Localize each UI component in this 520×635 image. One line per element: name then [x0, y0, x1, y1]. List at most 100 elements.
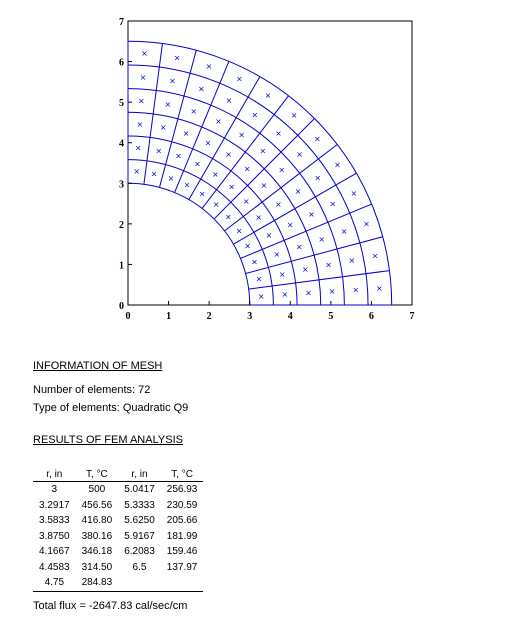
element-marker: × — [138, 96, 145, 105]
table-cell: 137.97 — [166, 561, 198, 573]
y-tick-label: 1 — [119, 260, 124, 271]
mesh-radial-line — [233, 172, 357, 245]
y-tick-label: 0 — [119, 301, 124, 312]
mesh-radial-line — [143, 43, 163, 185]
element-marker: × — [194, 159, 201, 168]
element-marker: × — [151, 170, 158, 179]
element-marker: × — [261, 181, 268, 190]
table-cell: 205.66 — [166, 515, 198, 527]
element-marker: × — [238, 130, 245, 139]
table-cell: 456.56 — [81, 499, 113, 511]
element-marker: × — [265, 91, 272, 100]
x-tick-label: 5 — [328, 311, 333, 322]
element-marker: × — [287, 220, 294, 229]
element-marker: × — [351, 189, 358, 198]
x-tick-label: 7 — [410, 311, 415, 322]
element-marker: × — [279, 270, 286, 279]
table-row: 3.2917 456.56 5.3333 230.59 — [33, 498, 203, 514]
element-marker: × — [212, 170, 219, 179]
element-marker: × — [198, 84, 205, 93]
element-marker: × — [140, 73, 147, 82]
element-marker: × — [329, 200, 336, 209]
fem-mesh-plot: × × × × × × × × × × × × × × × × × × × × × × × × × × × × × × × × × × × × × × × ×… — [119, 17, 415, 322]
element-marker: × — [314, 134, 321, 143]
mesh-radial-line — [248, 270, 390, 290]
table-cell: 6.2083 — [124, 546, 155, 558]
table-cell: 4.75 — [33, 575, 76, 592]
table-row: 3.5833 416.80 5.6250 205.66 — [33, 513, 203, 529]
element-marker: × — [266, 231, 273, 240]
axis-tick-labels: 0 1 2 3 4 5 6 7 0 1 2 3 4 5 6 7 — [119, 17, 415, 322]
element-marker: × — [363, 220, 370, 229]
x-tick-label: 1 — [166, 311, 171, 322]
element-marker: × — [251, 111, 258, 120]
table-cell: 380.16 — [81, 530, 113, 542]
col-t-2: T, °C — [160, 468, 204, 482]
element-marker: × — [183, 129, 190, 138]
element-marker: × — [155, 146, 162, 155]
mesh-radial-line — [174, 61, 230, 193]
element-marker: × — [228, 182, 235, 191]
element-marker: × — [255, 213, 262, 222]
element-marker: × — [282, 290, 289, 299]
mesh-grid — [127, 40, 393, 306]
element-marker: × — [296, 150, 303, 159]
axis-ticks — [127, 20, 413, 306]
element-marker: × — [205, 138, 212, 147]
element-marker: × — [251, 258, 258, 267]
mesh-radial-line — [188, 76, 261, 200]
total-flux: Total flux = -2647.83 cal/sec/cm — [33, 600, 188, 612]
element-marker: × — [372, 251, 379, 260]
element-marker: × — [168, 174, 175, 183]
element-marker: × — [236, 226, 243, 235]
element-marker: × — [318, 235, 325, 244]
table-cell: 5.9167 — [124, 530, 155, 542]
table-cell: 416.80 — [81, 515, 113, 527]
element-marker: × — [308, 210, 315, 219]
x-tick-label: 6 — [369, 311, 374, 322]
table-cell — [160, 575, 204, 592]
element-markers: × × × × × × × × × × × × × × × × × × × × × × × × × × × × × × × × × × × × × × × ×… — [133, 49, 382, 301]
element-marker: × — [225, 212, 232, 221]
table-cell: 284.83 — [75, 575, 119, 592]
element-marker: × — [199, 189, 206, 198]
element-marker: × — [256, 274, 263, 283]
results-header-row: r, in T, °C r, in T, °C — [33, 468, 204, 482]
table-cell: 6.5 — [132, 561, 147, 573]
table-cell: 346.18 — [81, 546, 113, 558]
element-marker: × — [215, 117, 222, 126]
table-row: 4.1667 346.18 6.2083 159.46 — [33, 544, 203, 560]
element-marker: × — [243, 197, 250, 206]
mesh-radial-line — [245, 236, 383, 274]
table-cell: 4.4583 — [39, 561, 70, 573]
element-marker: × — [341, 227, 348, 236]
element-marker: × — [244, 165, 251, 174]
table-cell: 5.6250 — [124, 515, 155, 527]
type-of-elements: Type of elements: Quadratic Q9 — [33, 402, 189, 414]
results-heading: RESULTS OF FEM ANALYSIS — [33, 434, 183, 446]
table-cell: 3 — [51, 484, 58, 496]
table-cell: 314.50 — [81, 561, 113, 573]
element-marker: × — [244, 241, 251, 250]
element-marker: × — [352, 286, 359, 295]
element-marker: × — [226, 96, 233, 105]
y-tick-label: 6 — [119, 58, 124, 69]
element-marker: × — [305, 289, 312, 298]
y-tick-label: 5 — [119, 98, 124, 109]
table-cell: 256.93 — [166, 484, 198, 496]
table-cell: 5.0417 — [124, 484, 155, 496]
element-marker: × — [295, 187, 302, 196]
mesh-radial-line — [201, 95, 289, 209]
element-marker: × — [175, 152, 182, 161]
element-marker: × — [160, 123, 167, 132]
table-cell: 3.8750 — [39, 530, 70, 542]
element-marker: × — [213, 200, 220, 209]
x-tick-label: 3 — [247, 311, 252, 322]
col-r-2: r, in — [118, 468, 161, 482]
element-marker: × — [329, 287, 336, 296]
element-marker: × — [206, 62, 213, 71]
element-marker: × — [275, 200, 282, 209]
mesh-radial-line — [213, 118, 315, 220]
mesh-arc — [127, 182, 251, 306]
element-marker: × — [184, 181, 191, 190]
